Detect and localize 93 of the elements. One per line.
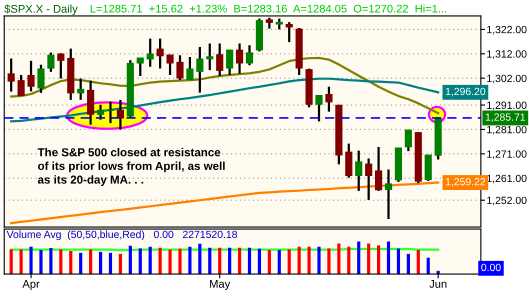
bar: [228, 248, 232, 274]
bar: [367, 243, 370, 274]
candlestick: [206, 42, 214, 72]
y-tick-label: 1,271.00: [487, 150, 527, 159]
bar: [426, 258, 430, 274]
candlestick: [325, 86, 333, 113]
candlestick: [365, 157, 372, 202]
candlestick: [196, 46, 204, 94]
x-tick-label: May: [210, 280, 230, 290]
bar: [238, 248, 242, 274]
y-tick-label: 1,281.00: [487, 126, 527, 135]
bar: [347, 246, 350, 274]
candlestick: [226, 48, 234, 76]
candlestick: [57, 52, 64, 80]
bar: [376, 245, 380, 274]
bar: [79, 252, 82, 274]
candlestick: [176, 54, 184, 82]
bar: [69, 250, 72, 274]
bar: [327, 248, 331, 274]
bar: [416, 250, 420, 274]
y-tick-label: 1,312.00: [487, 50, 527, 59]
candlestick: [136, 56, 144, 78]
data-label: 1,296.20: [446, 88, 486, 96]
bar: [278, 250, 281, 274]
bar: [208, 248, 212, 274]
bar: [89, 249, 92, 274]
bar: [406, 254, 410, 274]
bar: [20, 249, 23, 274]
bar: [258, 248, 262, 274]
line-series: [10, 78, 440, 122]
candlestick: [315, 94, 323, 122]
candlestick: [146, 38, 154, 68]
bar: [268, 250, 271, 274]
candlestick: [37, 64, 45, 94]
candlestick: [186, 56, 194, 82]
ref-line-label: 1,285.71: [486, 113, 526, 122]
bar: [98, 252, 102, 274]
text: 0.00: [481, 264, 501, 272]
bar: [108, 252, 112, 274]
candlestick: [166, 53, 174, 76]
bar: [148, 246, 152, 274]
candlestick: [96, 104, 104, 121]
candlestick: [404, 128, 412, 152]
chart-title: Volume Avg (50,50,blue,Red) 0.00 2271520.18: [6, 230, 238, 240]
candlestick: [384, 168, 392, 220]
y-tick-label: 1,261.00: [487, 174, 527, 184]
candlestick: [27, 60, 35, 92]
bar: [307, 246, 311, 274]
y-tick-label: 1,252.00: [487, 196, 527, 206]
candlestick: [8, 57, 15, 93]
bar: [10, 249, 13, 274]
bar: [29, 246, 33, 274]
candlestick: [375, 146, 382, 192]
bar: [357, 241, 360, 274]
data-label: 1,259.22: [446, 178, 486, 187]
candlestick: [156, 38, 164, 70]
bar: [317, 246, 321, 274]
y-tick-label: 1,322.00: [487, 26, 527, 35]
bar: [168, 250, 172, 274]
bar: [118, 254, 122, 274]
candlestick: [236, 42, 244, 75]
bar: [386, 241, 390, 274]
annotation: The S&P 500 closed at resistance of its prior lows from April, as well as its 20-day MA. . .: [38, 148, 225, 186]
chart-subtitle: L=1285.71 +15.62 +1.23% B=1283.16 A=1284.05 O=1270.22 Hi=1...: [90, 4, 446, 13]
bar: [138, 248, 142, 274]
chart-title: $SPX.X - Daily: [4, 4, 78, 15]
bar: [158, 248, 162, 274]
candlestick: [77, 77, 84, 102]
candlestick: [18, 74, 25, 98]
bar: [337, 243, 340, 274]
bar: [178, 248, 182, 274]
bar: [188, 246, 192, 274]
x-tick-label: Jun: [429, 280, 446, 288]
y-tick-label: 1,302.00: [487, 74, 527, 84]
bar: [288, 249, 291, 274]
candlestick: [246, 44, 254, 66]
bar: [218, 248, 222, 274]
candlestick: [276, 18, 283, 31]
candlestick: [286, 20, 293, 44]
bar: [248, 248, 252, 274]
candlestick: [216, 42, 224, 78]
bar: [128, 246, 132, 274]
bar: [49, 248, 52, 274]
y-tick-label: 1,291.00: [487, 102, 527, 110]
bar: [198, 244, 202, 274]
candlestick: [106, 100, 114, 124]
bar: [59, 249, 62, 274]
candlestick: [355, 150, 362, 192]
candlestick: [47, 51, 54, 73]
x-tick-label: Apr: [22, 280, 40, 290]
bar: [39, 250, 43, 274]
bar: [396, 248, 400, 274]
bar: [298, 246, 301, 274]
